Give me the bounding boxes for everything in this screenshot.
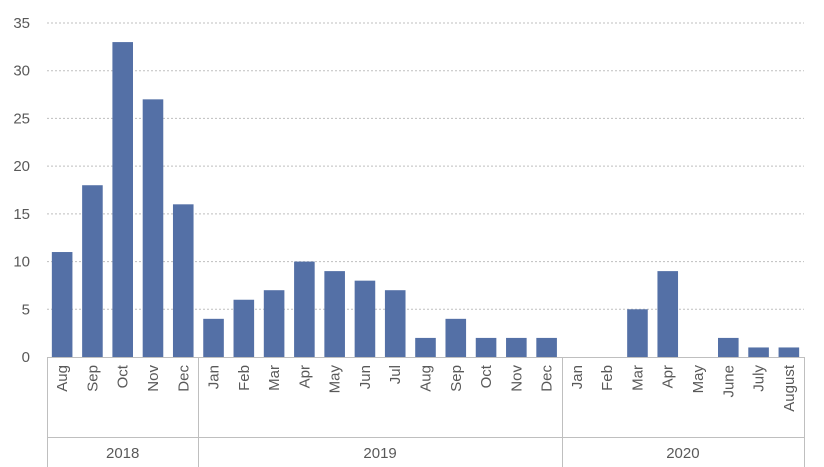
- bar: [718, 337, 739, 357]
- bar: [203, 318, 224, 357]
- bar: [506, 337, 527, 357]
- x-tick-label: Jul: [387, 365, 404, 384]
- y-tick-labels: 0 5 10 15 20 25 30 35: [13, 15, 30, 366]
- x-tick-label: Feb: [599, 365, 616, 391]
- bar: [294, 261, 315, 357]
- bar: [384, 290, 406, 357]
- y-tick-label: 20: [13, 158, 30, 175]
- y-tick-label: 25: [13, 110, 30, 127]
- y-tick-label: 30: [13, 63, 30, 80]
- x-tick-label: July: [751, 365, 768, 392]
- y-tick-label: 5: [22, 301, 30, 318]
- bar: [354, 280, 376, 357]
- x-tick-label: August: [781, 364, 798, 412]
- x-tick-label: Apr: [296, 365, 313, 388]
- x-tick-label: Oct: [115, 364, 132, 388]
- x-tick-label: Jan: [569, 365, 586, 389]
- x-tick-label: Jun: [357, 365, 374, 389]
- y-tick-label: 10: [13, 254, 30, 271]
- x-tick-label: Dec: [175, 365, 192, 392]
- axes: [47, 357, 805, 467]
- year-group-labels: 2018 2019 2020: [106, 445, 700, 462]
- bar: [536, 337, 557, 357]
- year-group-label: 2018: [106, 445, 139, 462]
- bar: [657, 271, 679, 357]
- bar: [142, 99, 164, 357]
- y-tick-label: 0: [22, 349, 30, 366]
- bar: [233, 299, 255, 357]
- bar: [475, 337, 497, 357]
- x-tick-label: Nov: [508, 365, 525, 392]
- y-tick-label: 15: [13, 206, 30, 223]
- bar: [748, 347, 769, 357]
- x-tick-label: Dec: [539, 365, 556, 392]
- x-tick-label: Aug: [54, 365, 71, 392]
- bar: [263, 290, 285, 357]
- year-group-label: 2020: [666, 445, 699, 462]
- bar: [778, 347, 800, 357]
- bar: [445, 318, 467, 357]
- year-group-label: 2019: [363, 445, 396, 462]
- bar: [627, 309, 648, 357]
- x-tick-label: Sep: [448, 365, 465, 392]
- x-tick-label: Oct: [478, 364, 495, 388]
- bar: [82, 185, 103, 357]
- bar: [324, 271, 345, 357]
- x-tick-label: Jan: [206, 365, 223, 389]
- x-tick-label: Feb: [236, 365, 253, 391]
- y-tick-label: 35: [13, 15, 30, 32]
- bars: [51, 42, 800, 357]
- x-tick-label: May: [690, 365, 707, 394]
- x-tick-labels: Aug Sep Oct Nov Dec Jan Feb Mar Apr May Jun Jul Aug S…: [54, 364, 798, 412]
- x-tick-label: Aug: [418, 365, 435, 392]
- x-tick-label: Sep: [84, 365, 101, 392]
- bar: [415, 337, 436, 357]
- x-tick-label: Mar: [629, 365, 646, 391]
- x-tick-label: May: [327, 365, 344, 394]
- x-tick-label: Mar: [266, 365, 283, 391]
- x-tick-label: Apr: [660, 365, 677, 388]
- bar: [172, 204, 194, 357]
- x-tick-label: June: [720, 365, 737, 398]
- bar: [112, 42, 133, 357]
- bar: [51, 252, 73, 357]
- x-tick-label: Nov: [145, 365, 162, 392]
